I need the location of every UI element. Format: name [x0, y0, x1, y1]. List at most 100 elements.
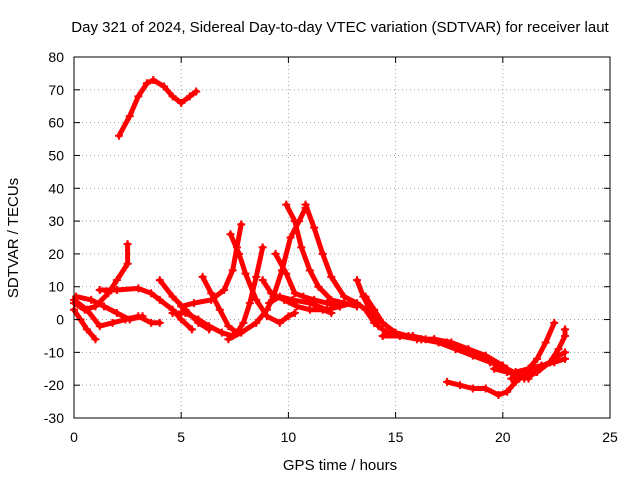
series-line	[71, 297, 163, 329]
x-tick-label: 15	[388, 429, 404, 445]
data-point	[262, 305, 271, 314]
x-tick-label: 20	[495, 429, 511, 445]
data-point	[327, 295, 336, 304]
data-point	[554, 345, 563, 354]
data-point	[550, 318, 559, 327]
data-point	[511, 368, 520, 377]
data-point	[537, 361, 546, 370]
data-point	[226, 230, 235, 239]
data-point	[168, 92, 177, 101]
data-point	[205, 322, 214, 331]
data-point	[443, 377, 452, 386]
data-point	[271, 249, 280, 258]
data-point	[455, 381, 464, 390]
data-point	[353, 276, 362, 285]
data-point	[258, 243, 267, 252]
data-point	[190, 299, 199, 308]
y-tick-label: -20	[44, 377, 64, 393]
data-point	[217, 328, 226, 337]
data-point	[490, 364, 499, 373]
data-point	[275, 318, 284, 327]
x-axis-label: GPS time / hours	[283, 457, 397, 474]
data-point	[134, 92, 143, 101]
data-point	[224, 322, 233, 331]
data-point	[160, 82, 169, 91]
data-point	[507, 374, 516, 383]
series-arc-6	[95, 284, 196, 334]
data-point	[297, 243, 306, 252]
data-point	[282, 269, 291, 278]
data-point	[207, 289, 216, 298]
series-line	[228, 231, 298, 326]
data-point	[314, 282, 323, 291]
data-point	[72, 292, 81, 301]
series-arc-8	[168, 308, 237, 340]
series-arc-1	[115, 75, 201, 140]
data-point	[112, 286, 121, 295]
data-point	[149, 75, 158, 84]
y-tick-label: 20	[48, 246, 64, 262]
y-tick-label: 40	[48, 180, 64, 196]
chart-title: Day 321 of 2024, Sidereal Day-to-day VTE…	[71, 19, 609, 36]
data-point	[290, 289, 299, 298]
series-arc-11	[226, 230, 299, 327]
data-point	[123, 240, 132, 249]
y-tick-label: 60	[48, 115, 64, 131]
data-point	[481, 384, 490, 393]
data-point	[95, 286, 104, 295]
y-tick-label: -30	[44, 410, 64, 426]
series-arc-26	[511, 354, 569, 377]
data-point	[112, 308, 121, 317]
data-point	[541, 338, 550, 347]
data-point	[134, 284, 143, 293]
data-point	[374, 322, 383, 331]
data-series	[70, 75, 569, 400]
data-point	[305, 266, 314, 275]
data-point	[177, 315, 186, 324]
data-point	[185, 92, 194, 101]
y-tick-label: 30	[48, 213, 64, 229]
data-point	[322, 299, 331, 308]
data-point	[503, 387, 512, 396]
data-point	[95, 322, 104, 331]
y-tick-label: 70	[48, 82, 64, 98]
data-point	[310, 223, 319, 232]
data-point	[100, 302, 109, 311]
data-point	[147, 289, 156, 298]
y-tick-label: -10	[44, 344, 64, 360]
data-point	[290, 308, 299, 317]
data-point	[252, 318, 261, 327]
data-point	[82, 325, 91, 334]
data-point	[258, 276, 267, 285]
series-line	[116, 77, 199, 139]
data-point	[155, 295, 164, 304]
data-point	[378, 331, 387, 340]
x-tick-label: 0	[70, 429, 78, 445]
data-point	[468, 351, 477, 360]
data-point	[82, 305, 91, 314]
y-tick-label: 80	[48, 49, 64, 65]
data-point	[395, 331, 404, 340]
data-point	[292, 302, 301, 311]
data-point	[524, 364, 533, 373]
data-point	[194, 315, 203, 324]
data-point	[533, 368, 542, 377]
y-axis-label: SDTVAR / TECUs	[5, 178, 22, 298]
data-point	[267, 289, 276, 298]
data-point	[112, 276, 121, 285]
data-point	[468, 384, 477, 393]
data-point	[138, 312, 147, 321]
y-tick-label: 10	[48, 279, 64, 295]
data-point	[125, 112, 134, 121]
data-point	[177, 302, 186, 311]
data-point	[168, 292, 177, 301]
data-point	[198, 272, 207, 281]
axis-ticks: 0 5 10 15 20 25 -30 -20 -10 0 10 20 30 40 50 60 70 80	[44, 49, 618, 445]
data-point	[353, 299, 362, 308]
series-line	[71, 307, 98, 342]
series-arc-5	[72, 292, 147, 324]
series-arc-15	[271, 249, 344, 311]
data-point	[108, 318, 117, 327]
data-point	[155, 318, 164, 327]
